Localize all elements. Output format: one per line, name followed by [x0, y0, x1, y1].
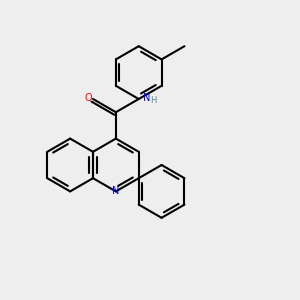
- Text: H: H: [150, 96, 156, 105]
- Text: O: O: [85, 92, 92, 103]
- Text: N: N: [142, 92, 150, 103]
- Text: N: N: [112, 186, 120, 197]
